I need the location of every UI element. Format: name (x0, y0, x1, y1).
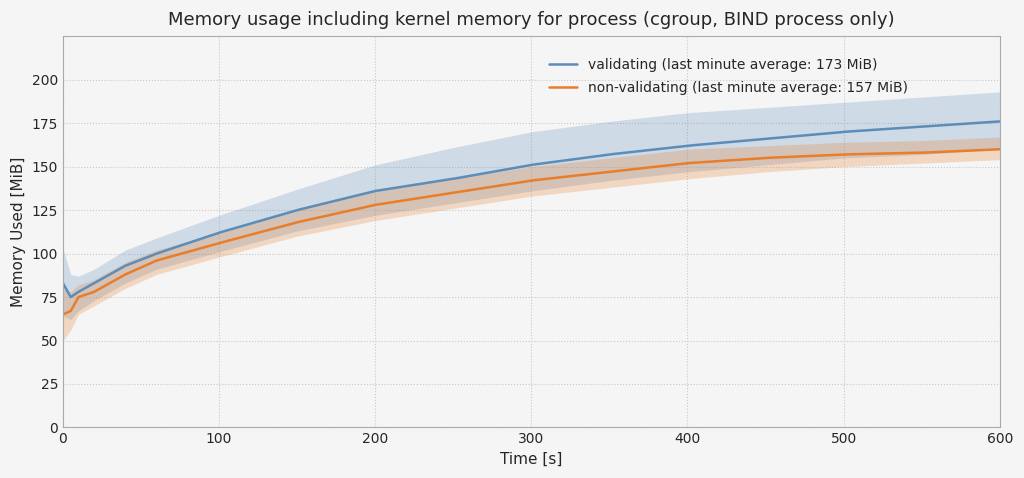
X-axis label: Time [s]: Time [s] (500, 452, 562, 467)
non-validating (last minute average: 157 MiB): (600, 160): 157 MiB): (600, 160) (993, 146, 1006, 152)
validating (last minute average: 173 MiB): (0, 83): 173 MiB): (0, 83) (56, 280, 69, 286)
non-validating (last minute average: 157 MiB): (106, 107): 157 MiB): (106, 107) (222, 238, 234, 243)
validating (last minute average: 173 MiB): (272, 147): 173 MiB): (272, 147) (482, 170, 495, 175)
validating (last minute average: 173 MiB): (600, 176): 173 MiB): (600, 176) (993, 119, 1006, 124)
Line: validating (last minute average: 173 MiB): validating (last minute average: 173 MiB… (62, 121, 999, 297)
validating (last minute average: 173 MiB): (155, 126): 173 MiB): (155, 126) (299, 205, 311, 211)
validating (last minute average: 173 MiB): (355, 157): 173 MiB): (355, 157) (610, 151, 623, 156)
Y-axis label: Memory Used [MiB]: Memory Used [MiB] (11, 157, 26, 307)
validating (last minute average: 173 MiB): (453, 166): 173 MiB): (453, 166) (764, 136, 776, 141)
validating (last minute average: 173 MiB): (5.01, 75): 173 MiB): (5.01, 75) (65, 294, 77, 300)
validating (last minute average: 173 MiB): (107, 114): 173 MiB): (107, 114) (224, 227, 237, 232)
non-validating (last minute average: 157 MiB): (354, 147): 157 MiB): (354, 147) (609, 168, 622, 174)
non-validating (last minute average: 157 MiB): (154, 119): 157 MiB): (154, 119) (298, 218, 310, 224)
non-validating (last minute average: 157 MiB): (401, 152): 157 MiB): (401, 152) (682, 160, 694, 166)
non-validating (last minute average: 157 MiB): (271, 138): 157 MiB): (271, 138) (480, 185, 493, 190)
Title: Memory usage including kernel memory for process (cgroup, BIND process only): Memory usage including kernel memory for… (168, 11, 895, 29)
non-validating (last minute average: 157 MiB): (452, 155): 157 MiB): (452, 155) (762, 155, 774, 161)
Line: non-validating (last minute average: 157 MiB): non-validating (last minute average: 157… (62, 149, 999, 315)
non-validating (last minute average: 157 MiB): (0, 65): 157 MiB): (0, 65) (56, 312, 69, 317)
Legend: validating (last minute average: 173 MiB), non-validating (last minute average: : validating (last minute average: 173 MiB… (539, 47, 920, 106)
validating (last minute average: 173 MiB): (402, 162): 173 MiB): (402, 162) (684, 142, 696, 148)
